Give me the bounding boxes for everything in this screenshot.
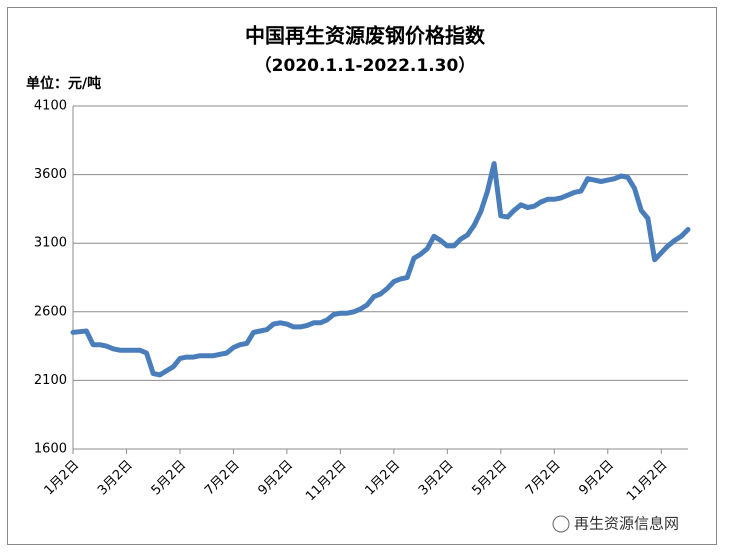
y-tick-label: 3100 xyxy=(34,236,67,251)
y-tick-label: 1600 xyxy=(34,442,67,457)
y-tick-label: 3600 xyxy=(34,167,67,182)
data-line xyxy=(70,161,691,378)
chart-frame xyxy=(7,7,717,545)
unit-label: 单位：元/吨 xyxy=(26,75,101,92)
chart-subtitle: （2020.1.1-2022.1.30） xyxy=(255,55,476,76)
watermark-text: 再生资源信息网 xyxy=(574,515,679,533)
y-tick-label: 4100 xyxy=(34,99,67,114)
watermark-icon xyxy=(552,515,570,533)
y-tick-label: 2100 xyxy=(34,373,67,388)
watermark: 再生资源信息网 xyxy=(552,515,679,533)
chart-title: 中国再生资源废钢价格指数 xyxy=(245,24,486,48)
y-tick-label: 2600 xyxy=(34,304,67,319)
